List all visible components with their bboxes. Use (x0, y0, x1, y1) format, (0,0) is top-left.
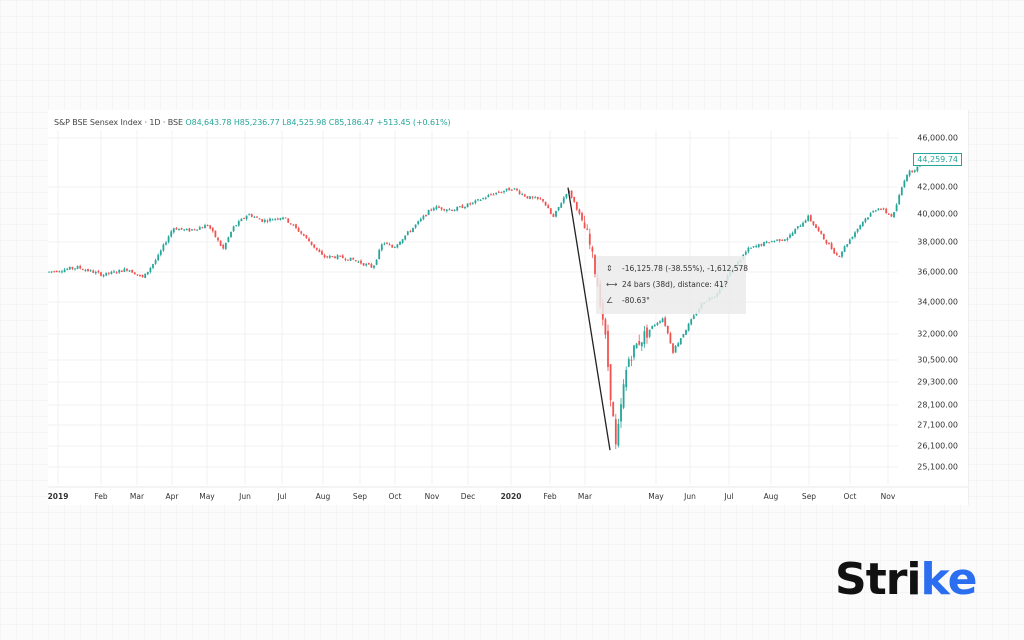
time-tick-label: May (199, 492, 215, 501)
price-tick-label: 27,100.00 (917, 420, 958, 430)
time-tick-label: Apr (165, 492, 179, 501)
time-tick-label: Sep (801, 492, 817, 501)
time-tick-label: May (648, 492, 664, 501)
strike-logo: Strike (835, 554, 977, 605)
time-tick-label: Feb (543, 492, 557, 501)
symbol-label: S&P BSE Sensex Index · 1D · BSE (54, 118, 183, 127)
time-tick-label: 2020 (500, 492, 522, 501)
time-tick-label: Dec (460, 492, 476, 501)
low-value: 84,525.98 (286, 118, 327, 127)
time-tick-label: Oct (843, 492, 857, 501)
high-value: 85,236.77 (239, 118, 280, 127)
open-value: 84,643.78 (191, 118, 232, 127)
time-tick-label: Jun (239, 492, 251, 501)
price-tick-label: 26,100.00 (917, 441, 958, 451)
chart-legend: S&P BSE Sensex Index · 1D · BSE O84,643.… (54, 118, 451, 127)
price-tick-label: 32,000.00 (917, 329, 958, 339)
time-tick-label: Oct (388, 492, 402, 501)
price-tick-label: 25,100.00 (917, 462, 958, 472)
time-tick-label: Feb (94, 492, 108, 501)
candlestick-plot[interactable] (48, 110, 968, 505)
change-value: +513.45 (+0.61%) (376, 118, 451, 127)
price-tick-label: 30,500.00 (917, 355, 958, 365)
trendline-drawing[interactable] (567, 187, 611, 451)
angle-icon: ∠ (606, 296, 614, 305)
time-tick-label: Mar (129, 492, 145, 501)
price-tick-label: 40,000.00 (917, 209, 958, 219)
price-tick-label: 28,100.00 (917, 400, 958, 410)
time-tick-label: Jul (277, 492, 287, 501)
close-value: 85,186.47 (334, 118, 375, 127)
time-tick-label: Aug (763, 492, 779, 501)
time-tick-label: Nov (880, 492, 896, 501)
time-tick-label: 2019 (47, 492, 69, 501)
last-price-tag: 44,259.74 (913, 153, 962, 166)
price-tick-label: 46,000.00 (917, 133, 958, 143)
time-tick-label: Jul (724, 492, 734, 501)
price-tick-label: 36,000.00 (917, 267, 958, 277)
chart-panel[interactable]: S&P BSE Sensex Index · 1D · BSE O84,643.… (48, 110, 969, 505)
price-tick-label: 42,000.00 (917, 182, 958, 192)
time-tick-label: Nov (424, 492, 440, 501)
price-tick-label: 38,000.00 (917, 237, 958, 247)
bars-range-text: 24 bars (38d), distance: 41? (622, 280, 728, 289)
angle-text: -80.63° (622, 296, 650, 305)
measure-tooltip: ⇕ -16,125.78 (-38.55%), -1,612,578 ⟷ 24 ba… (596, 256, 749, 314)
price-tick-label: 29,300.00 (917, 377, 958, 387)
time-tick-label: Sep (352, 492, 368, 501)
price-range-icon: ⇕ (606, 264, 613, 273)
time-tick-label: Jun (684, 492, 696, 501)
bars-range-icon: ⟷ (606, 280, 618, 289)
time-tick-label: Aug (315, 492, 331, 501)
time-tick-label: Mar (577, 492, 593, 501)
price-tick-label: 34,000.00 (917, 297, 958, 307)
price-range-text: -16,125.78 (-38.55%), -1,612,578 (622, 264, 749, 273)
